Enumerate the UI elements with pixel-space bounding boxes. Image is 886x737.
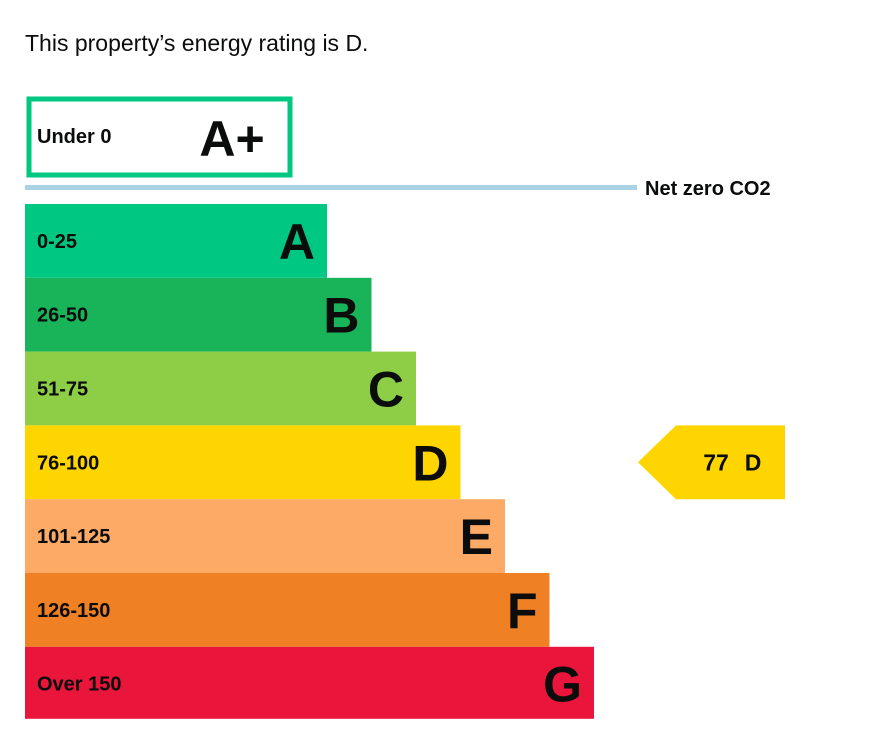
net-zero-label: Net zero CO2 bbox=[645, 178, 771, 200]
current-rating-arrow bbox=[638, 425, 785, 500]
band-letter-g: G bbox=[543, 657, 582, 713]
band-range-d: 76-100 bbox=[37, 452, 99, 474]
band-range-g: Over 150 bbox=[37, 674, 122, 696]
current-rating-letter: D bbox=[745, 449, 762, 475]
band-letter-a: A bbox=[279, 214, 315, 270]
band-letter-b: B bbox=[323, 288, 359, 344]
page-title: This property’s energy rating is D. bbox=[25, 30, 369, 56]
net-zero-range-label: Under 0 bbox=[37, 126, 111, 148]
band-range-c: 51-75 bbox=[37, 379, 88, 401]
band-letter-e: E bbox=[460, 509, 493, 565]
band-letter-d: D bbox=[412, 435, 448, 491]
band-letter-f: F bbox=[507, 583, 538, 639]
net-zero-box bbox=[26, 96, 293, 178]
net-zero-line bbox=[25, 185, 637, 190]
band-bar-g bbox=[25, 646, 594, 719]
band-bar-e bbox=[25, 499, 505, 573]
band-bar-a bbox=[25, 204, 327, 278]
band-range-b: 26-50 bbox=[37, 305, 88, 327]
band-bar-c bbox=[25, 351, 416, 426]
net-zero-letter: A+ bbox=[199, 111, 264, 167]
current-rating-score: 77 bbox=[703, 449, 729, 475]
band-letter-c: C bbox=[368, 362, 404, 418]
band-range-e: 101-125 bbox=[37, 526, 110, 548]
band-bar-f bbox=[25, 573, 550, 647]
band-range-f: 126-150 bbox=[37, 600, 110, 622]
band-range-a: 0-25 bbox=[37, 231, 77, 253]
band-bar-b bbox=[25, 277, 372, 352]
band-bar-d bbox=[25, 425, 461, 500]
